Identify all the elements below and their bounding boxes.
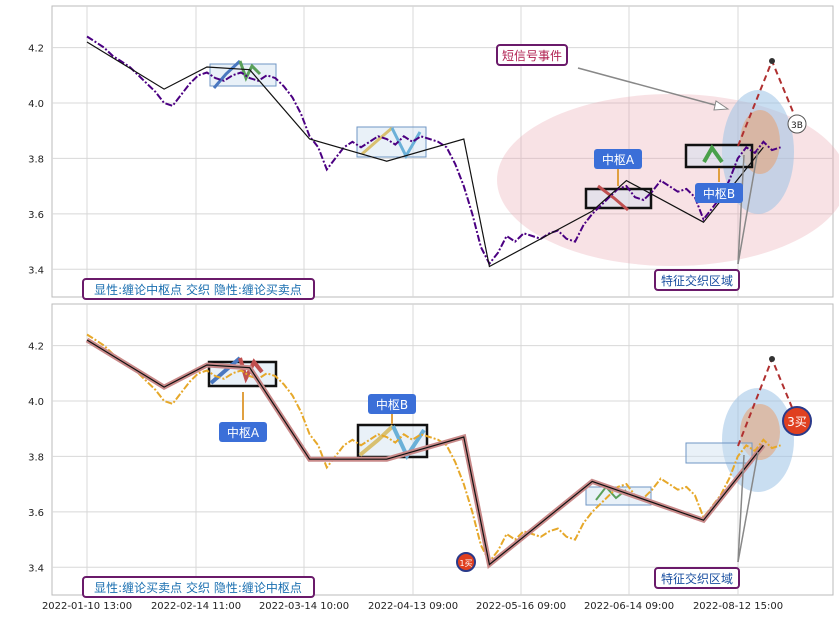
projection-peak bbox=[769, 356, 775, 362]
zhongshu-box bbox=[685, 442, 753, 464]
zhongshu-stroke bbox=[209, 356, 242, 385]
projection-peak bbox=[769, 58, 775, 64]
annotation-box bbox=[594, 149, 642, 169]
legend-box bbox=[82, 576, 315, 598]
y-tick-label: 4.0 bbox=[28, 397, 44, 408]
y-tick-label: 4.0 bbox=[28, 99, 44, 110]
x-tick-label: 2022-06-14 09:00 bbox=[584, 601, 674, 612]
annotation-box bbox=[695, 183, 743, 203]
legend-box bbox=[82, 278, 315, 300]
bi-line bbox=[86, 41, 764, 268]
zhongshu-stroke bbox=[361, 126, 393, 156]
annotation-signal: 短信号事件 bbox=[502, 49, 562, 63]
annotation-zhongshu-a: 中枢A bbox=[227, 425, 260, 440]
bottom-panel-frame bbox=[51, 303, 834, 596]
y-tick-label: 3.8 bbox=[28, 154, 44, 165]
price-line bbox=[86, 333, 781, 564]
annotation-box bbox=[654, 269, 740, 291]
buy3-badge bbox=[782, 406, 812, 436]
x-tick-label: 2022-03-14 10:00 bbox=[259, 601, 349, 612]
x-tick-label: 2022-02-14 11:00 bbox=[151, 601, 241, 612]
zhongshu-stroke bbox=[702, 144, 724, 164]
x-tick-label: 2022-04-13 09:00 bbox=[368, 601, 458, 612]
zhongshu-stroke bbox=[597, 184, 629, 212]
zone-arrow bbox=[737, 154, 745, 265]
annotation-box bbox=[368, 394, 416, 414]
price-line bbox=[86, 35, 781, 266]
annotation-feature-zone: 特征交织区域 bbox=[661, 273, 733, 288]
zone-arrow bbox=[737, 454, 745, 563]
annotation-3b: 3B bbox=[791, 121, 803, 131]
legend-text-top: 显性:缠论中枢点 交织 隐性:缠论买卖点 bbox=[94, 282, 302, 297]
annotation-box bbox=[654, 567, 740, 589]
annotation-buy1: 1买 bbox=[459, 559, 472, 568]
y-tick-label: 3.4 bbox=[28, 265, 44, 276]
x-tick-label: 2022-08-12 15:00 bbox=[693, 601, 783, 612]
y-tick-label: 4.2 bbox=[28, 342, 44, 353]
y-tick-label: 3.8 bbox=[28, 452, 44, 463]
top-panel-frame bbox=[51, 5, 834, 298]
y-tick-label: 3.4 bbox=[28, 563, 44, 574]
annotation-box bbox=[496, 44, 568, 66]
buy1-badge bbox=[456, 552, 476, 572]
signal-arrow-head bbox=[713, 100, 730, 111]
axis-labels: 4.2 4.0 3.8 3.6 3.4 4.2 4.0 3.8 3.6 3.4 2022-01-10… bbox=[28, 44, 783, 612]
grid-lines bbox=[52, 6, 833, 595]
y-tick-label: 3.6 bbox=[28, 210, 44, 221]
zhongshu-box bbox=[584, 187, 653, 210]
annotation-zhongshu-b: 中枢B bbox=[703, 186, 735, 201]
y-tick-label: 4.2 bbox=[28, 44, 44, 55]
annotation-zhongshu-b: 中枢B bbox=[376, 397, 408, 412]
x-tick-label: 2022-01-10 13:00 bbox=[42, 601, 132, 612]
zhongshu-stroke bbox=[212, 59, 242, 89]
zone-arrow bbox=[737, 451, 759, 563]
annotation-box bbox=[219, 422, 267, 442]
zone-arrow bbox=[737, 149, 759, 265]
bi-line bbox=[86, 339, 764, 566]
signal-zone-inner bbox=[740, 110, 780, 174]
zhongshu-stroke bbox=[358, 424, 395, 457]
series-layer bbox=[85, 35, 781, 570]
signal-arrow bbox=[577, 67, 727, 109]
annotation-zhongshu-a: 中枢A bbox=[602, 152, 635, 167]
annotation-buy3: 3买 bbox=[787, 415, 807, 429]
annotation-feature-zone: 特征交织区域 bbox=[661, 571, 733, 586]
zhongshu-stroke bbox=[391, 425, 426, 461]
x-tick-label: 2022-05-16 09:00 bbox=[476, 601, 566, 612]
annotation-3b-badge bbox=[787, 114, 807, 134]
y-tick-label: 3.6 bbox=[28, 508, 44, 519]
legend-text-bottom: 显性:缠论买卖点 交织 隐性:缠论中枢点 bbox=[94, 580, 302, 595]
